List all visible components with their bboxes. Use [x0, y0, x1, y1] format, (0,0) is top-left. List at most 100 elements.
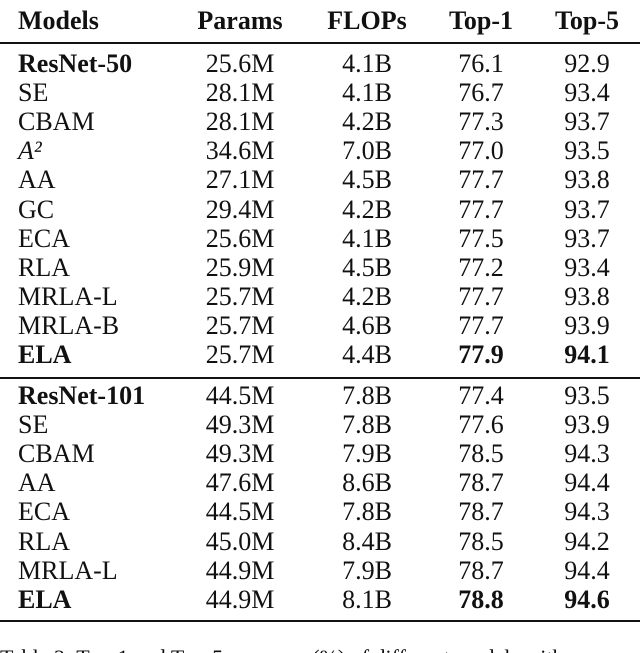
table-cell: 8.6B: [342, 468, 392, 498]
caption: Table 2: Top-1 and Top-5 accuracy (%) of…: [0, 645, 564, 653]
table-cell: 44.5M: [205, 497, 275, 527]
table-cell: 93.7: [564, 107, 610, 137]
bottom-rule: [0, 620, 640, 622]
model-name: ECA: [18, 497, 70, 527]
table-cell: 93.5: [564, 381, 610, 410]
table-cell: 77.7: [458, 310, 504, 340]
model-name: ELA: [18, 584, 72, 614]
model-name: ResNet-50: [18, 49, 133, 78]
table-cell: 77.9: [458, 340, 504, 369]
table-cell: 45.0M: [205, 526, 275, 556]
model-name: A²: [18, 136, 42, 166]
model-name: RLA: [18, 526, 70, 556]
model-name: MRLA-L: [18, 555, 118, 585]
table-cell: 34.6M: [205, 136, 275, 166]
table-cell: 77.3: [458, 107, 504, 137]
table-cell: 94.3: [564, 497, 610, 527]
table-cell: 44.9M: [205, 555, 275, 585]
section-rule: [0, 377, 640, 379]
table-cell: 4.2B: [342, 281, 392, 311]
model-name: SE: [18, 78, 49, 108]
column-header: Top-5: [554, 6, 620, 35]
table-cell: 49.3M: [205, 410, 275, 440]
table-cell: 77.6: [458, 410, 504, 440]
model-name: CBAM: [18, 107, 95, 137]
table-cell: 25.7M: [205, 281, 275, 311]
table-cell: 78.7: [458, 468, 504, 498]
table-cell: 47.6M: [205, 468, 275, 498]
table-cell: 77.7: [458, 281, 504, 311]
column-header: Models: [18, 6, 99, 35]
model-name: SE: [18, 410, 49, 440]
table-cell: 93.8: [564, 165, 610, 195]
table-cell: 4.5B: [342, 252, 392, 282]
table-cell: 78.5: [458, 526, 504, 556]
table-cell: 8.1B: [342, 584, 392, 614]
table-cell: 93.4: [564, 78, 610, 108]
table-cell: 4.2B: [342, 194, 392, 224]
table-cell: 29.4M: [205, 194, 275, 224]
model-name: AA: [18, 468, 56, 498]
table-cell: 78.7: [458, 497, 504, 527]
table-cell: 93.8: [564, 281, 610, 311]
table-cell: 78.5: [458, 439, 504, 469]
table-cell: 7.8B: [342, 381, 392, 410]
model-name: GC: [18, 194, 55, 224]
column-header: Top-1: [448, 6, 514, 35]
table-cell: 8.4B: [342, 526, 392, 556]
model-name: MRLA-B: [18, 310, 120, 340]
table-cell: 92.9: [564, 49, 610, 78]
table-cell: 7.8B: [342, 497, 392, 527]
table-cell: 25.7M: [205, 340, 275, 369]
table-cell: 28.1M: [205, 78, 275, 108]
table-cell: 77.7: [458, 194, 504, 224]
table-cell: 4.1B: [342, 223, 392, 253]
table-cell: 44.9M: [205, 584, 275, 614]
table-cell: 77.7: [458, 165, 504, 195]
table-cell: 94.4: [564, 468, 610, 498]
table-cell: 25.6M: [205, 223, 275, 253]
table-cell: 49.3M: [205, 439, 275, 469]
table-cell: 7.9B: [342, 555, 392, 585]
table-cell: 4.6B: [342, 310, 392, 340]
table-cell: 28.1M: [205, 107, 275, 137]
table-cell: 94.2: [564, 526, 610, 556]
header-rule: [0, 42, 640, 44]
table-cell: 93.7: [564, 223, 610, 253]
table-cell: 7.8B: [342, 410, 392, 440]
table-cell: 94.3: [564, 439, 610, 469]
model-name: CBAM: [18, 439, 95, 469]
table-cell: 4.1B: [342, 78, 392, 108]
table-cell: 93.7: [564, 194, 610, 224]
table-cell: 4.1B: [342, 49, 392, 78]
table-cell: 93.5: [564, 136, 610, 166]
table-cell: 94.4: [564, 555, 610, 585]
table-cell: 78.8: [458, 584, 504, 614]
table-cell: 27.1M: [205, 165, 275, 195]
table-cell: 78.7: [458, 555, 504, 585]
table-cell: 25.7M: [205, 310, 275, 340]
table-cell: 76.7: [458, 78, 504, 108]
table-cell: 44.5M: [205, 381, 275, 410]
model-name: MRLA-L: [18, 281, 118, 311]
table-cell: 93.4: [564, 252, 610, 282]
model-name: ResNet-101: [18, 381, 146, 410]
table-cell: 77.2: [458, 252, 504, 282]
model-name: ELA: [18, 340, 72, 369]
table-cell: 76.1: [458, 49, 504, 78]
model-name: ECA: [18, 223, 70, 253]
table-cell: 77.5: [458, 223, 504, 253]
model-name: AA: [18, 165, 56, 195]
table-cell: 77.0: [458, 136, 504, 166]
table-cell: 4.2B: [342, 107, 392, 137]
model-name: RLA: [18, 252, 70, 282]
column-header: FLOPs: [327, 6, 407, 35]
table-cell: 7.9B: [342, 439, 392, 469]
table-cell: 25.9M: [205, 252, 275, 282]
table-cell: 4.5B: [342, 165, 392, 195]
table-cell: 25.6M: [205, 49, 275, 78]
table-cell: 93.9: [564, 410, 610, 440]
table-cell: 94.1: [564, 340, 610, 369]
table-cell: 94.6: [564, 584, 610, 614]
